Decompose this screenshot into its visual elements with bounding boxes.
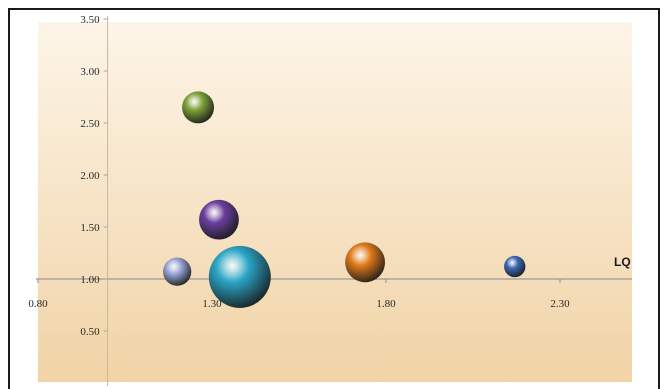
bubble-point: [344, 242, 386, 283]
y-tick-label: 2.50: [80, 118, 100, 130]
bubble-point: [208, 245, 272, 309]
x-tick-label: 2.30: [550, 298, 570, 310]
x-tick-label: 1.30: [202, 298, 222, 310]
bubble-point: [162, 257, 192, 287]
bubble-point: [503, 255, 526, 278]
x-tick-label: 0.80: [28, 298, 48, 310]
bubble-point: [181, 91, 215, 124]
y-tick-label: 3.00: [80, 66, 100, 78]
y-tick-label: 1.00: [80, 274, 100, 286]
y-tick-label: 1.50: [80, 222, 100, 234]
y-tick-label: 3.50: [80, 14, 100, 26]
y-tick-label: 2.00: [80, 170, 100, 182]
y-tick-label: 0.50: [80, 326, 100, 338]
x-axis-title: LQ: [614, 255, 631, 269]
x-tick-label: 1.80: [376, 298, 396, 310]
plot-area: [38, 22, 632, 382]
bubble-point: [198, 199, 240, 240]
